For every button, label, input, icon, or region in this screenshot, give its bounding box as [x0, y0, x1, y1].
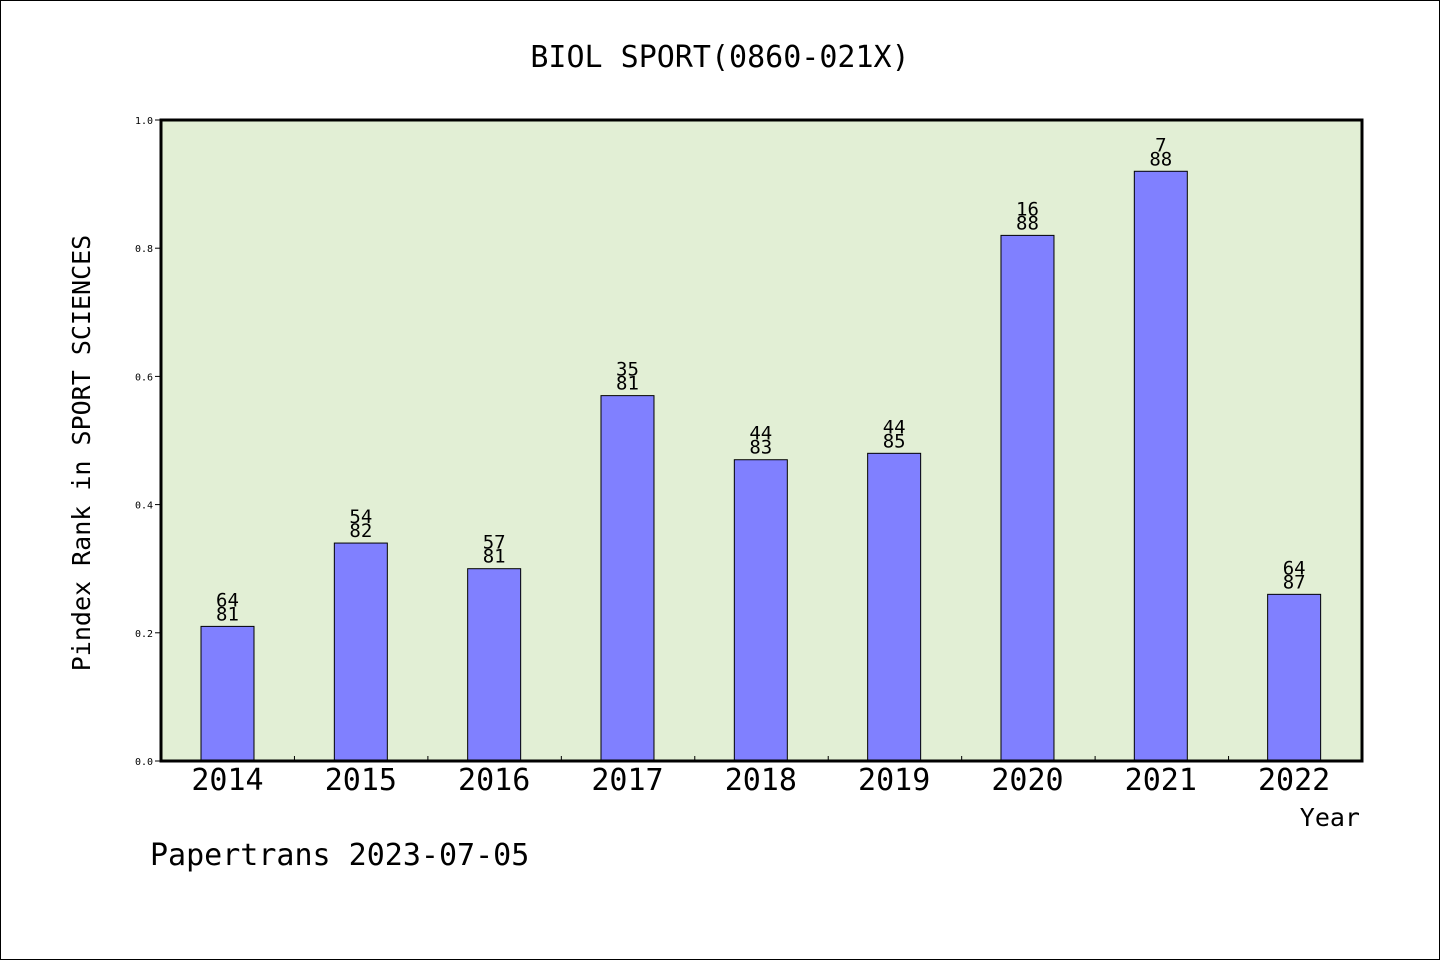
footer-credit: Papertrans 2023-07-05	[150, 838, 529, 873]
bar-2019	[867, 452, 922, 762]
bar-2022	[1267, 593, 1322, 762]
bar-label-total: 81	[216, 603, 239, 625]
y-axis: 0.0 0.2 0.4 0.6 0.8 1.0	[135, 116, 161, 768]
bar-label-rank: 35	[616, 359, 639, 381]
bar-label-rank: 16	[1016, 198, 1039, 220]
y-tick-label: 0.8	[135, 244, 153, 255]
x-axis-label: Year	[1300, 803, 1360, 832]
bar-label-rank: 44	[749, 423, 772, 445]
y-tick-label: 0.6	[135, 372, 153, 383]
y-tick-label: 0.4	[135, 501, 153, 512]
chart-title: BIOL SPORT(0860-021X)	[530, 40, 909, 75]
bar-label-total: 87	[1283, 571, 1306, 593]
bar-label-rank: 64	[216, 589, 239, 611]
x-tick-label: 2017	[591, 763, 663, 798]
y-tick-label: 0.2	[135, 629, 153, 640]
bar-2020	[1000, 234, 1055, 762]
x-tick-label: 2016	[458, 763, 530, 798]
x-axis: 2014 2015 2016 2017 2018 2019 2020 2021 2022	[191, 756, 1330, 798]
x-tick-label: 2018	[725, 763, 797, 798]
y-tick-label: 0.0	[135, 757, 153, 768]
bar-label-rank: 44	[883, 416, 906, 438]
bar-2018	[733, 459, 788, 762]
x-tick-label: 2015	[325, 763, 397, 798]
x-tick-label: 2014	[191, 763, 263, 798]
x-tick-label: 2020	[991, 763, 1063, 798]
bar-label-total: 81	[483, 546, 506, 568]
x-tick-label: 2019	[858, 763, 930, 798]
bar-label-total: 88	[1149, 148, 1172, 170]
bar-label-rank: 57	[483, 532, 506, 554]
bar-label-total: 88	[1016, 212, 1039, 234]
bar-label-total: 81	[616, 373, 639, 395]
bar-label-total: 82	[349, 520, 372, 542]
bar-2014	[200, 625, 255, 762]
bar-label-rank: 7	[1155, 134, 1166, 156]
bar-label-total: 83	[749, 437, 772, 459]
bar-2017	[600, 395, 655, 762]
bar-2021	[1133, 170, 1188, 762]
bar-label-rank: 54	[349, 506, 372, 528]
x-tick-label: 2022	[1258, 763, 1330, 798]
x-tick-label: 2021	[1125, 763, 1197, 798]
bar-label-total: 85	[883, 430, 906, 452]
bar-label-rank: 64	[1283, 557, 1306, 579]
y-tick-label: 1.0	[135, 116, 153, 127]
bars-group	[200, 170, 1322, 762]
y-axis-label: Pindex Rank in SPORT SCIENCES	[67, 235, 96, 672]
bar-2015	[333, 542, 388, 762]
plot-frame	[159, 118, 1364, 763]
bar-2016	[467, 568, 522, 762]
